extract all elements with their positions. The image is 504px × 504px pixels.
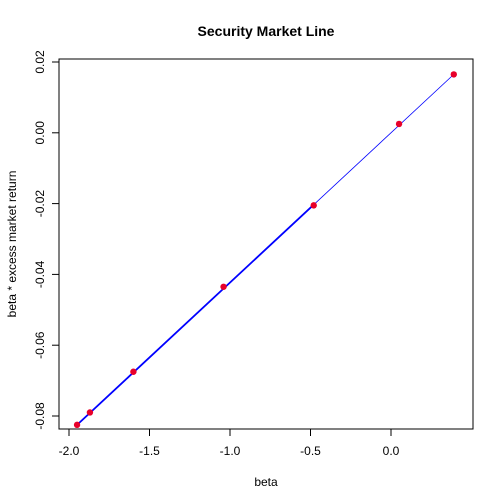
y-tick-label: -0.08 xyxy=(33,402,47,430)
x-axis-label: beta xyxy=(254,475,278,489)
x-axis: -2.0 -1.5 -1.0 -0.5 0.0 xyxy=(59,429,400,458)
x-tick-label: -0.5 xyxy=(300,444,321,458)
x-tick-label: -2.0 xyxy=(59,444,80,458)
y-tick-label: 0.02 xyxy=(33,50,47,74)
x-tick-label: 0.0 xyxy=(383,444,400,458)
data-point xyxy=(73,421,81,429)
series-line xyxy=(76,74,455,426)
x-tick-label: -1.0 xyxy=(220,444,241,458)
data-point xyxy=(130,368,137,375)
data-point xyxy=(395,120,403,128)
y-tick-label: -0.04 xyxy=(33,260,47,288)
y-tick-label: 0.00 xyxy=(33,121,47,145)
data-point xyxy=(86,409,94,416)
y-tick-label: -0.02 xyxy=(33,190,47,218)
plot-box xyxy=(58,58,474,430)
y-axis: -0.08 -0.06 -0.04 -0.02 0.00 0.02 xyxy=(33,50,59,430)
data-point xyxy=(450,71,457,78)
chart-title: Security Market Line xyxy=(198,23,335,39)
data-point xyxy=(220,283,227,290)
data-point xyxy=(310,202,317,209)
y-tick-label: -0.06 xyxy=(33,331,47,359)
y-axis-label: beta * excess market return xyxy=(5,171,19,318)
series-points xyxy=(73,71,457,429)
regression-line-bold-segment xyxy=(76,204,315,426)
x-tick-label: -1.5 xyxy=(139,444,160,458)
